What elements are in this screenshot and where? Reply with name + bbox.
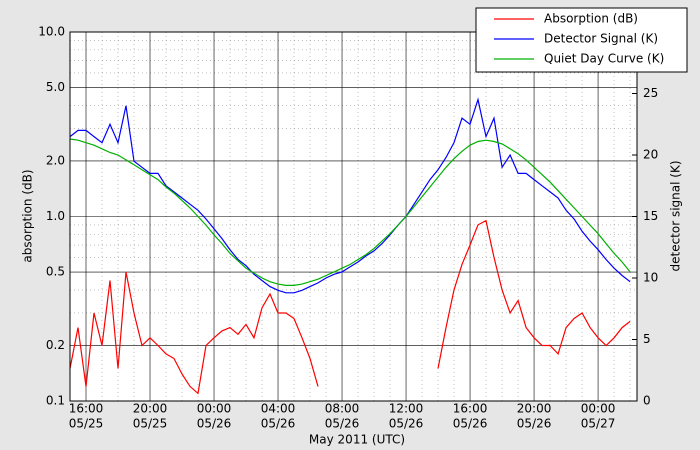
y-tick-label: 2.0 bbox=[46, 153, 65, 167]
x-axis-label: May 2011 (UTC) bbox=[309, 433, 405, 447]
y2-tick-label: 15 bbox=[643, 209, 658, 223]
legend-label: Detector Signal (K) bbox=[544, 32, 658, 46]
x-tick-label: 16:00 bbox=[69, 402, 104, 416]
y2-tick-label: 0 bbox=[643, 394, 651, 408]
x-tick-label: 00:00 bbox=[581, 402, 616, 416]
x-tick-label: 08:00 bbox=[325, 402, 360, 416]
series-line bbox=[69, 219, 631, 395]
legend-label: Quiet Day Curve (K) bbox=[544, 52, 664, 66]
x-tick-label: 20:00 bbox=[133, 402, 168, 416]
legend-label: Absorption (dB) bbox=[544, 12, 638, 26]
x-tick-label: 05/26 bbox=[389, 417, 424, 431]
y-tick-label: 5.0 bbox=[46, 80, 65, 94]
y-tick-label: 10.0 bbox=[38, 25, 65, 39]
x-tick-label: 05/25 bbox=[69, 417, 104, 431]
y-tick-label: 1.0 bbox=[46, 209, 65, 223]
y-tick-label: 0.1 bbox=[46, 394, 65, 408]
y2-tick-label: 20 bbox=[643, 148, 658, 162]
y2-tick-label: 5 bbox=[643, 332, 651, 346]
series-line bbox=[69, 97, 631, 294]
y2-tick-label: 25 bbox=[643, 86, 658, 100]
y-tick-label: 0.2 bbox=[46, 338, 65, 352]
x-tick-label: 05/27 bbox=[581, 417, 616, 431]
x-tick-label: 00:00 bbox=[197, 402, 232, 416]
x-tick-label: 05/26 bbox=[325, 417, 360, 431]
plot-frame bbox=[69, 31, 638, 402]
x-tick-label: 05/26 bbox=[197, 417, 232, 431]
x-tick-label: 05/25 bbox=[133, 417, 168, 431]
x-tick-label: 20:00 bbox=[517, 402, 552, 416]
x-tick-label: 05/26 bbox=[517, 417, 552, 431]
y2-tick-label: 10 bbox=[643, 271, 658, 285]
x-tick-label: 04:00 bbox=[261, 402, 296, 416]
x-tick-label: 16:00 bbox=[453, 402, 488, 416]
x-tick-label: 12:00 bbox=[389, 402, 424, 416]
y-tick-label: 0.5 bbox=[46, 265, 65, 279]
y2-axis-label: detector signal (K) bbox=[669, 160, 683, 271]
series-line bbox=[69, 138, 631, 286]
x-tick-label: 05/26 bbox=[261, 417, 296, 431]
x-tick-label: 05/26 bbox=[453, 417, 488, 431]
y-axis-label: absorption (dB) bbox=[21, 169, 35, 262]
